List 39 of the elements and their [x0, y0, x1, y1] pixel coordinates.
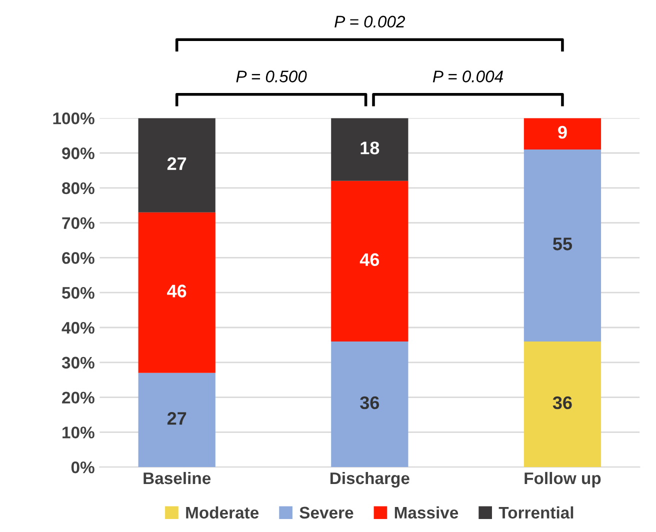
- x-tick-label: Baseline: [144, 472, 211, 484]
- bar: [524, 118, 602, 150]
- y-tick-label: 90%: [62, 147, 94, 160]
- x-tick-label: Discharge: [330, 472, 410, 488]
- text: P = 0.500: [236, 70, 307, 82]
- data-label: 18: [360, 142, 380, 154]
- x-tick-label: Follow up: [524, 472, 601, 488]
- bar: [331, 341, 408, 468]
- bar: [524, 150, 602, 342]
- text: P = 0.004: [432, 70, 503, 82]
- y-tick-label: 100%: [53, 112, 94, 124]
- data-label: 36: [552, 396, 572, 410]
- y-tick-label: 50%: [62, 287, 94, 299]
- bar: [331, 118, 408, 181]
- data-label: 36: [360, 396, 380, 410]
- y-tick-label: 70%: [62, 217, 94, 230]
- data-label: 9: [558, 126, 567, 139]
- y-tick-label: 10%: [62, 426, 94, 438]
- bar: [138, 372, 216, 468]
- y-tick-label: 30%: [62, 356, 94, 369]
- y-tick-label: 0%: [71, 461, 94, 474]
- legend-label: Moderate: [186, 506, 259, 519]
- data-label: 46: [167, 284, 186, 298]
- y-tick-label: 80%: [62, 182, 94, 194]
- data-label: 46: [360, 253, 380, 266]
- legend-label: Torrential: [498, 506, 574, 519]
- data-label: 27: [167, 412, 186, 425]
- bar: [138, 118, 216, 212]
- legend-label: Severe: [300, 506, 354, 519]
- legend-label: Massive: [394, 506, 458, 519]
- y-tick-label: 40%: [62, 322, 94, 334]
- bar: [138, 212, 216, 373]
- data-label: 55: [552, 238, 572, 250]
- text: P = 0.002: [334, 16, 406, 28]
- data-label: 27: [167, 157, 186, 170]
- y-tick-label: 20%: [62, 392, 94, 404]
- y-tick-label: 60%: [62, 252, 94, 264]
- bar: [331, 180, 408, 342]
- bar: [524, 341, 602, 468]
